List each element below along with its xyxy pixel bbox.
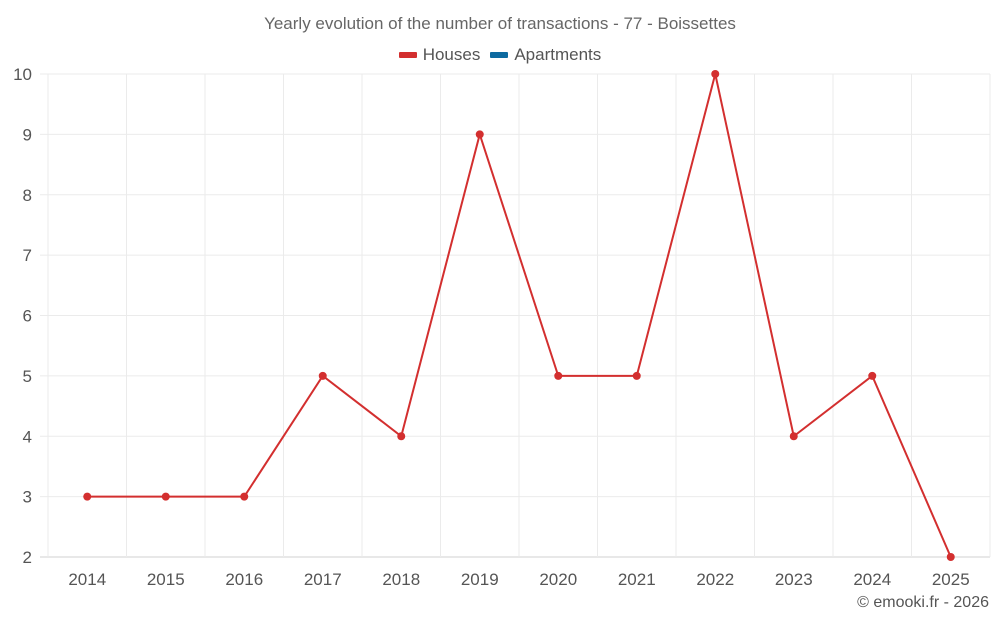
y-tick-label: 8	[23, 186, 32, 205]
x-tick-label: 2021	[618, 570, 656, 589]
x-tick-label: 2018	[382, 570, 420, 589]
data-point[interactable]	[789, 432, 798, 441]
data-point[interactable]	[632, 371, 641, 380]
data-point[interactable]	[83, 492, 92, 501]
chart-title: Yearly evolution of the number of transa…	[264, 14, 736, 33]
y-tick-label: 10	[13, 65, 32, 84]
y-tick-label: 2	[23, 548, 32, 567]
data-point[interactable]	[554, 371, 563, 380]
x-tick-label: 2022	[696, 570, 734, 589]
legend-label-houses: Houses	[422, 45, 481, 64]
data-point[interactable]	[240, 492, 249, 501]
legend-item-apartments[interactable]: Apartments	[490, 45, 601, 65]
credit-text: © emooki.fr - 2026	[857, 594, 989, 611]
apartments-swatch-icon	[490, 52, 509, 58]
data-point[interactable]	[161, 492, 170, 501]
legend-label-apartments: Apartments	[514, 45, 602, 64]
x-tick-label: 2023	[775, 570, 813, 589]
legend-item-houses[interactable]: Houses	[398, 45, 481, 65]
data-point[interactable]	[946, 553, 955, 561]
x-tick-label: 2024	[853, 570, 891, 589]
data-point[interactable]	[397, 432, 406, 441]
x-tick-label: 2015	[147, 570, 185, 589]
series-line-houses	[87, 73, 952, 558]
data-point[interactable]	[318, 371, 327, 380]
y-tick-label: 9	[23, 125, 32, 144]
data-point[interactable]	[475, 130, 484, 139]
x-tick-label: 2016	[225, 570, 263, 589]
data-point[interactable]	[868, 371, 877, 380]
y-tick-label: 6	[23, 307, 32, 326]
y-tick-label: 5	[23, 367, 32, 386]
legend: Houses Apartments	[0, 45, 1000, 65]
x-tick-label: 2019	[461, 570, 499, 589]
y-tick-label: 7	[23, 246, 32, 265]
x-tick-label: 2025	[932, 570, 970, 589]
x-tick-label: 2014	[68, 570, 106, 589]
x-tick-label: 2020	[539, 570, 577, 589]
x-tick-label: 2017	[304, 570, 342, 589]
data-point[interactable]	[711, 70, 720, 78]
y-tick-label: 4	[23, 427, 32, 446]
houses-swatch-icon	[398, 52, 417, 58]
y-tick-label: 3	[23, 488, 32, 507]
